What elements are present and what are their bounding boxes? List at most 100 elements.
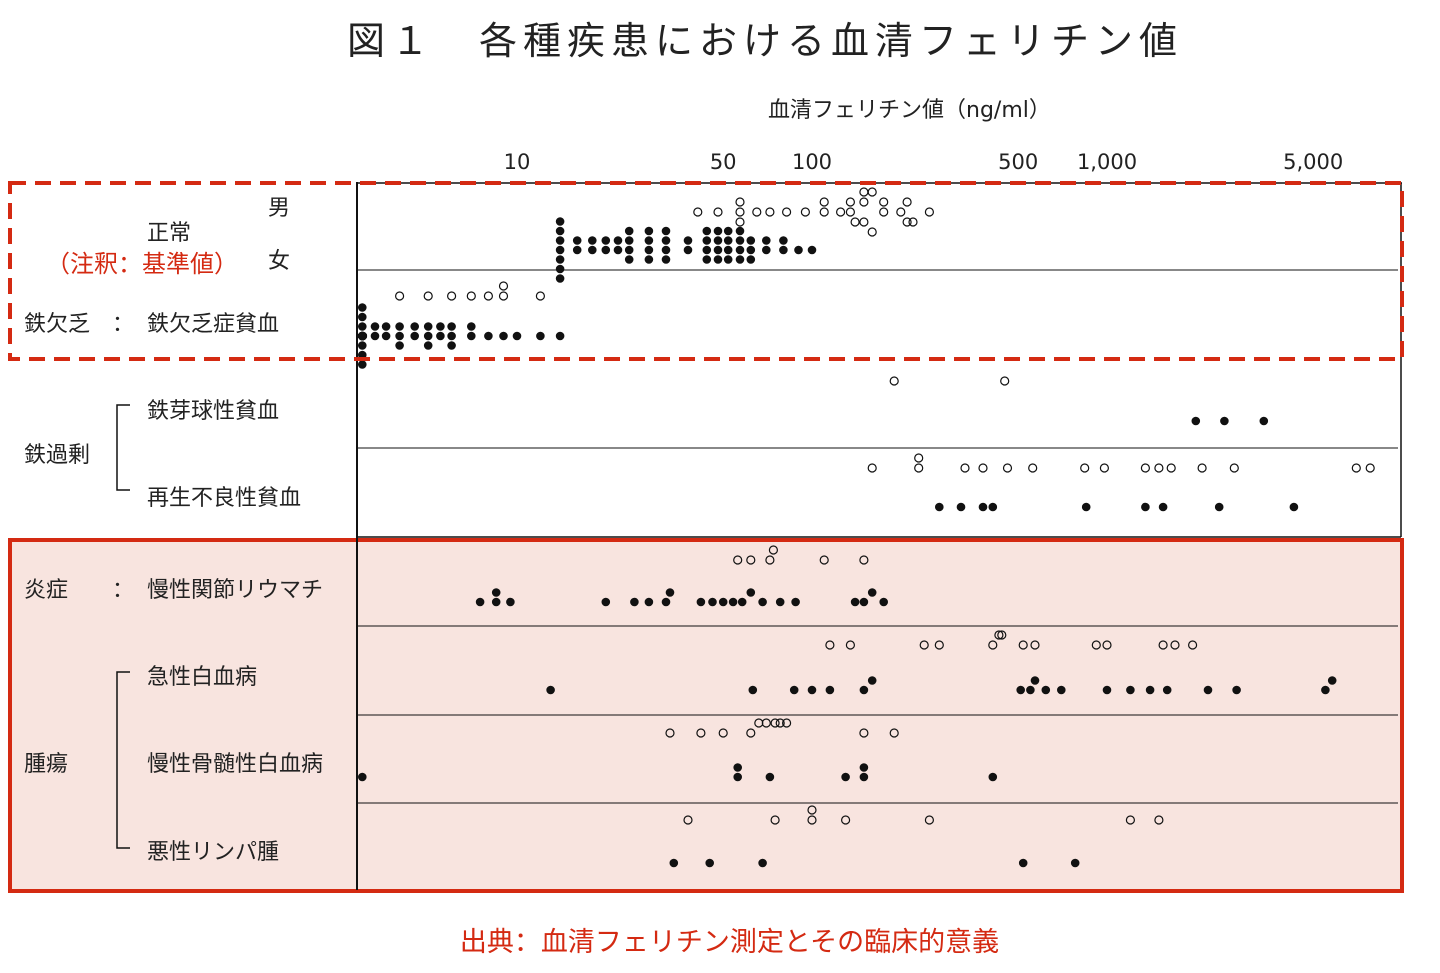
data-point-filled <box>728 597 738 607</box>
data-point-filled <box>370 322 380 331</box>
data-point-filled <box>779 236 788 245</box>
data-point-filled <box>661 245 671 255</box>
data-point-open <box>994 630 1004 640</box>
data-point-filled <box>708 597 717 607</box>
label-tumor-group: 腫瘍 <box>24 752 69 777</box>
data-point-filled <box>661 255 671 264</box>
data-point-open <box>859 728 869 738</box>
data-point-open <box>1187 640 1198 650</box>
data-point-filled <box>555 245 565 255</box>
data-point-filled <box>395 331 404 341</box>
data-point-open <box>1229 463 1239 473</box>
data-point-filled <box>555 236 565 245</box>
label-note: （注釈：基準値） <box>46 250 238 278</box>
data-point-open <box>1080 463 1090 473</box>
data-point-filled <box>546 685 555 695</box>
data-point-open <box>713 207 723 217</box>
data-point-open <box>768 545 779 555</box>
data-point-filled <box>624 226 634 236</box>
data-point-filled <box>475 597 485 607</box>
data-point-filled <box>536 331 545 341</box>
data-point-filled <box>491 597 501 607</box>
data-point-open <box>1166 463 1176 473</box>
data-point-filled <box>765 772 775 782</box>
data-point-filled <box>841 772 850 782</box>
data-point-filled <box>1026 685 1035 695</box>
data-point-filled <box>696 597 706 607</box>
data-point-filled <box>1220 416 1229 426</box>
data-point-filled <box>713 226 723 236</box>
data-point-open <box>781 207 792 217</box>
data-point-filled <box>978 502 988 512</box>
data-point-open <box>807 815 817 825</box>
data-point-open <box>1154 815 1164 825</box>
data-point-filled <box>423 322 433 331</box>
data-point-open <box>850 217 860 227</box>
data-point-open <box>1002 463 1013 473</box>
x-tick-label: 50 <box>709 150 737 174</box>
data-point-filled <box>423 331 433 341</box>
label-normal: 正常 <box>147 221 192 246</box>
data-point-filled <box>705 858 714 868</box>
data-point-filled <box>358 312 367 322</box>
data-point-filled <box>718 597 728 607</box>
data-point-filled <box>867 676 877 685</box>
data-point-filled <box>1141 502 1150 512</box>
data-point-filled <box>358 303 367 312</box>
data-point-open <box>733 555 743 565</box>
data-point-filled <box>358 772 367 782</box>
data-point-filled <box>624 236 634 245</box>
data-point-filled <box>859 597 869 607</box>
data-point-open <box>859 197 869 207</box>
data-point-filled <box>491 588 501 597</box>
data-point-filled <box>467 322 476 331</box>
data-point-filled <box>588 236 597 245</box>
data-point-filled <box>713 245 723 255</box>
data-point-filled <box>713 255 723 264</box>
data-point-open <box>735 197 745 207</box>
data-point-filled <box>733 772 742 782</box>
data-point-filled <box>746 588 756 597</box>
data-point-filled <box>601 245 611 255</box>
data-point-filled <box>702 226 712 236</box>
data-point-filled <box>381 331 391 341</box>
data-point-filled <box>555 217 565 226</box>
data-point-filled <box>1102 685 1112 695</box>
data-point-filled <box>644 245 654 255</box>
label-sideroblastic-anemia: 鉄芽球性貧血 <box>147 399 280 424</box>
data-point-filled <box>447 331 456 341</box>
data-point-filled <box>807 685 817 695</box>
data-point-open <box>483 291 493 301</box>
data-point-open <box>1140 463 1151 473</box>
data-point-filled <box>775 597 785 607</box>
data-point-open <box>765 555 775 565</box>
data-point-filled <box>506 597 515 607</box>
label-malignant-lymphoma: 悪性リンパ腫 <box>147 840 280 865</box>
data-point-filled <box>1057 685 1066 695</box>
data-point-open <box>867 227 877 237</box>
data-point-filled <box>1327 676 1337 685</box>
data-point-filled <box>423 341 433 350</box>
data-point-filled <box>447 341 456 350</box>
data-point-open <box>395 291 405 301</box>
data-point-filled <box>410 322 420 331</box>
data-point-filled <box>746 245 756 255</box>
label-iron-overload-group: 鉄過剰 <box>24 443 91 468</box>
data-point-filled <box>436 322 445 331</box>
data-point-filled <box>1081 502 1091 512</box>
data-point-filled <box>746 236 756 245</box>
bracket-iron-overload <box>116 404 130 491</box>
data-point-filled <box>358 331 368 341</box>
data-point-filled <box>791 597 800 607</box>
data-point-filled <box>794 245 803 255</box>
data-point-filled <box>644 255 654 264</box>
data-point-open <box>914 463 924 473</box>
data-point-open <box>1030 640 1040 650</box>
data-point-filled <box>683 236 693 245</box>
x-axis-title: 血清フェリチン値（ng/ml） <box>768 98 1051 123</box>
data-point-open <box>535 291 546 301</box>
data-point-open <box>1000 376 1010 386</box>
data-point-open <box>1197 463 1207 473</box>
data-point-open <box>988 640 998 650</box>
x-tick-label: 500 <box>998 150 1039 174</box>
